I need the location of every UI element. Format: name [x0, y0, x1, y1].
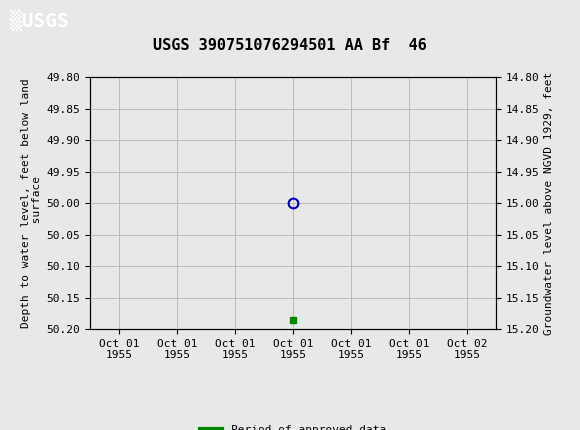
Text: ▒USGS: ▒USGS	[10, 9, 69, 31]
Text: USGS 390751076294501 AA Bf  46: USGS 390751076294501 AA Bf 46	[153, 38, 427, 52]
Legend: Period of approved data: Period of approved data	[195, 420, 390, 430]
Y-axis label: Depth to water level, feet below land
 surface: Depth to water level, feet below land su…	[21, 78, 42, 328]
Y-axis label: Groundwater level above NGVD 1929, feet: Groundwater level above NGVD 1929, feet	[543, 71, 553, 335]
